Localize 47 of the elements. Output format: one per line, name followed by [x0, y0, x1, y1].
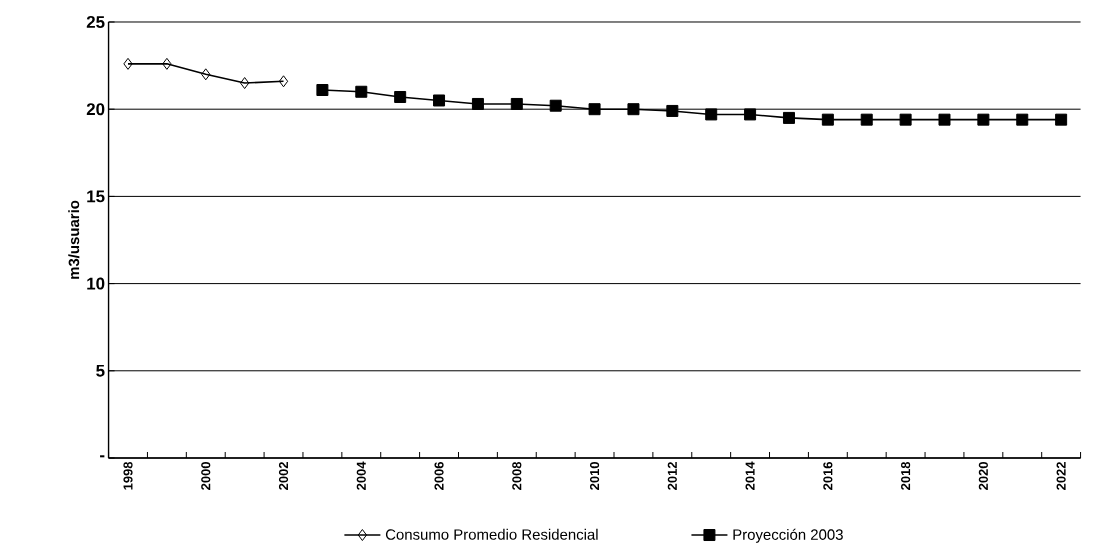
point — [471, 97, 484, 110]
point — [162, 57, 172, 70]
point — [860, 113, 873, 126]
y-tick-label: 25 — [86, 16, 105, 28]
point — [1016, 113, 1029, 126]
point — [666, 104, 679, 117]
x-tick-label: 2020 — [978, 462, 988, 490]
point — [278, 75, 289, 88]
x-tick-label: 1998 — [123, 461, 133, 490]
x-tick-label: 2002 — [278, 462, 289, 490]
x-tick-label: 2004 — [356, 461, 366, 490]
point — [744, 108, 757, 121]
point — [510, 97, 523, 110]
x-tick-label: 2006 — [434, 461, 444, 490]
x-tick-label: 2022 — [1056, 462, 1066, 490]
point — [201, 68, 211, 81]
point — [549, 99, 562, 112]
x-tick-label: 2012 — [667, 462, 677, 490]
point — [782, 111, 795, 124]
legend-label: Proyección 2003 — [733, 528, 843, 543]
point — [627, 103, 640, 116]
point — [821, 113, 834, 126]
x-tick-label: 2018 — [901, 461, 911, 490]
x-tick-label: 2000 — [201, 462, 211, 490]
y-tick-label: 5 — [96, 364, 105, 377]
y-tick-label: 10 — [87, 277, 105, 290]
point — [977, 113, 990, 126]
point — [394, 90, 407, 103]
point — [705, 108, 718, 121]
x-tick-label: 2014 — [745, 461, 755, 490]
point — [433, 94, 446, 107]
y-tick-label: - — [100, 455, 105, 458]
point — [1055, 113, 1068, 126]
point — [899, 113, 912, 126]
point — [588, 103, 601, 116]
legend-label: Consumo Promedio Residencial — [385, 528, 598, 540]
point — [240, 77, 250, 90]
y-tick-label: 15 — [87, 190, 105, 203]
x-tick-label: 2008 — [512, 461, 522, 490]
x-tick-label: 2016 — [823, 461, 833, 490]
y-axis-title: m3/usuario — [68, 200, 80, 279]
point — [316, 84, 329, 97]
point — [123, 57, 133, 70]
point — [938, 113, 951, 126]
point — [355, 85, 368, 98]
x-tick-label: 2010 — [589, 462, 600, 490]
y-tick-label: 20 — [86, 103, 105, 116]
